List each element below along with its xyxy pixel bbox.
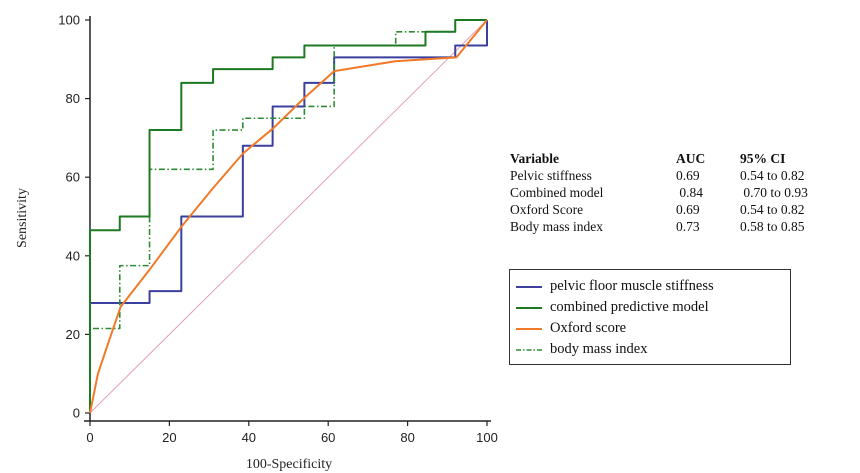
series-line-body-mass-index — [89, 19, 487, 413]
y-tick-label: 80 — [66, 91, 80, 106]
ci-cell: 0.54 to 0.82 — [740, 168, 805, 183]
y-tick-label: 40 — [66, 248, 80, 263]
y-tick-label: 100 — [58, 13, 80, 28]
ci-cell: 0.54 to 0.82 — [740, 202, 805, 217]
axes: 0 20 40 60 80 100 0 20 40 60 80 100 — [58, 13, 498, 446]
x-tick-label: 40 — [242, 430, 256, 445]
y-tick-label: 20 — [66, 327, 80, 342]
legend-swatch — [516, 282, 542, 292]
legend-item: combined predictive model — [516, 297, 784, 318]
variable-cell: Combined model — [510, 185, 604, 200]
x-axis-label: 100-Specificity — [246, 457, 332, 472]
y-tick-label: 0 — [73, 406, 80, 421]
x-tick-label: 100 — [476, 430, 498, 445]
ci-cell: 0.70 to 0.93 — [740, 185, 808, 200]
legend-item: body mass index — [516, 339, 784, 360]
ci-cell: 0.58 to 0.85 — [740, 219, 805, 234]
header-variable: Variable — [510, 151, 560, 166]
legend-swatch — [516, 324, 542, 334]
legend-label: combined predictive model — [550, 299, 709, 315]
table-row: Body mass index 0.73 0.58 to 0.85 — [510, 218, 836, 235]
variable-cell: Pelvic stiffness — [510, 168, 592, 183]
x-tick-label: 60 — [321, 430, 335, 445]
legend: pelvic floor muscle stiffness combined p… — [509, 269, 791, 365]
legend-label: pelvic floor muscle stiffness — [550, 278, 714, 294]
legend-label: Oxford score — [550, 320, 627, 336]
table-row: Oxford Score 0.69 0.54 to 0.82 — [510, 201, 836, 218]
y-tick-label: 60 — [66, 170, 80, 185]
legend-swatch — [516, 345, 542, 355]
header-ci: 95% CI — [740, 151, 786, 166]
auc-table: Variable AUC 95% CI Pelvic stiffness 0.6… — [510, 150, 836, 235]
variable-cell: Oxford Score — [510, 202, 584, 217]
series-line-oxford-score — [89, 19, 488, 414]
auc-cell: 0.84 — [676, 185, 703, 200]
auc-cell: 0.73 — [676, 219, 700, 234]
auc-cell: 0.69 — [676, 202, 700, 217]
y-axis-label: Sensitivity — [15, 188, 30, 248]
series-line-pelvic-floor-muscle-stiffness — [89, 20, 488, 413]
axis-labels: 100-Specificity Sensitivity — [15, 188, 332, 472]
x-tick-label: 0 — [86, 430, 93, 445]
reference-line — [89, 19, 488, 414]
table-row: Combined model 0.84 0.70 to 0.93 — [510, 184, 836, 201]
x-tick-label: 20 — [162, 430, 176, 445]
legend-item: pelvic floor muscle stiffness — [516, 276, 784, 297]
table-row: Pelvic stiffness 0.69 0.54 to 0.82 — [510, 167, 836, 184]
series-line-combined-predictive-model — [89, 19, 487, 413]
legend-swatch — [516, 303, 542, 313]
legend-item: Oxford score — [516, 318, 784, 339]
auc-cell: 0.69 — [676, 168, 700, 183]
legend-label: body mass index — [550, 341, 648, 357]
x-tick-label: 80 — [400, 430, 414, 445]
header-auc: AUC — [676, 151, 706, 166]
series-layer — [89, 19, 488, 414]
roc-chart: 0 20 40 60 80 100 0 20 40 60 80 100 100-Specificity… — [15, 13, 498, 473]
auc-table-header: Variable AUC 95% CI — [510, 150, 836, 167]
variable-cell: Body mass index — [510, 219, 603, 234]
